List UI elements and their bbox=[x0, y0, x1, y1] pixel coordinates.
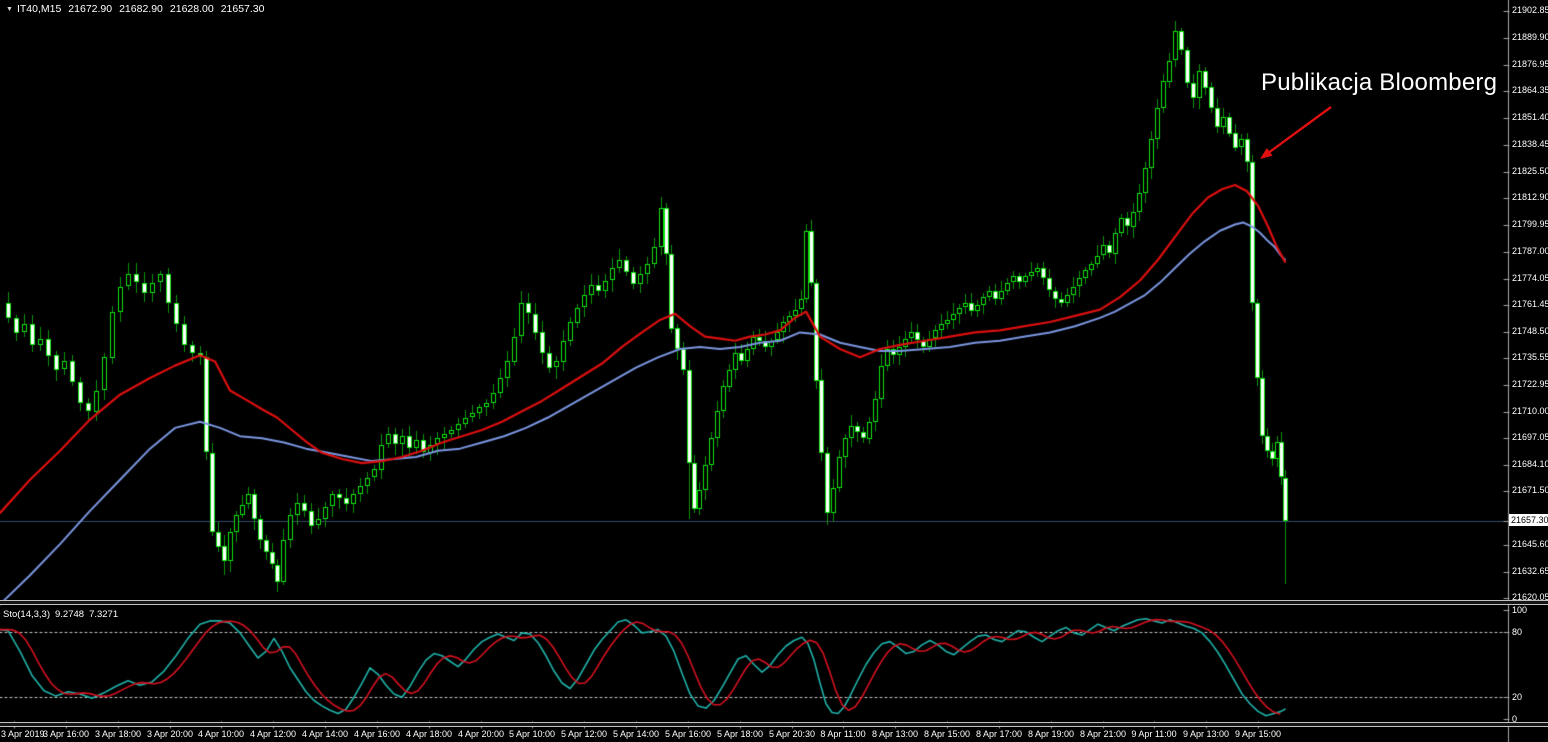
time-axis-label: 8 Apr 21:00 bbox=[1079, 729, 1127, 739]
price-axis-label: 21889.90 bbox=[1512, 32, 1548, 42]
bottom-separator bbox=[0, 722, 1548, 727]
price-axis-label: 21620.05 bbox=[1512, 592, 1548, 602]
price-axis-label: 21735.55 bbox=[1512, 352, 1548, 362]
ohlc-open-value: 21672.90 bbox=[68, 3, 113, 15]
time-axis-label: 3 Apr 20:00 bbox=[146, 729, 194, 739]
time-axis-label: 8 Apr 13:00 bbox=[871, 729, 919, 739]
time-axis-label: 9 Apr 15:00 bbox=[1234, 729, 1282, 739]
time-axis-label: 8 Apr 15:00 bbox=[923, 729, 971, 739]
time-axis-label: 9 Apr 13:00 bbox=[1182, 729, 1230, 739]
bid-price-label: 21657.30 bbox=[1509, 514, 1548, 526]
stoch-scale-label: 0 bbox=[1512, 714, 1518, 724]
time-axis-label: 5 Apr 12:00 bbox=[560, 729, 608, 739]
stoch-signal-value: 7.3271 bbox=[89, 609, 119, 620]
time-axis-label: 4 Apr 20:00 bbox=[457, 729, 505, 739]
price-axis-label: 21671.50 bbox=[1512, 485, 1548, 495]
time-axis-label: 3 Apr 18:00 bbox=[94, 729, 142, 739]
time-axis-label: 4 Apr 10:00 bbox=[197, 729, 245, 739]
time-axis-label: 5 Apr 16:00 bbox=[664, 729, 712, 739]
panel-separator[interactable] bbox=[0, 600, 1548, 605]
stoch-scale-label: 20 bbox=[1512, 692, 1523, 702]
symbol-timeframe-label: IT40,M15 bbox=[16, 3, 62, 15]
time-axis-label: 5 Apr 10:00 bbox=[508, 729, 556, 739]
price-axis-label: 21684.10 bbox=[1512, 459, 1548, 469]
time-axis-label: 8 Apr 17:00 bbox=[975, 729, 1023, 739]
price-axis-label: 21876.95 bbox=[1512, 59, 1548, 69]
time-axis-label: 4 Apr 12:00 bbox=[249, 729, 297, 739]
time-axis-label: 8 Apr 11:00 bbox=[820, 729, 866, 739]
price-axis-label: 21902.85 bbox=[1512, 5, 1548, 15]
time-axis-label: 3 Apr 2019 bbox=[1, 729, 45, 739]
stoch-name: Sto(14,3,3) bbox=[3, 609, 50, 620]
price-axis-label: 21632.65 bbox=[1512, 566, 1548, 576]
time-axis-label: 5 Apr 14:00 bbox=[612, 729, 660, 739]
time-axis-label: 4 Apr 18:00 bbox=[405, 729, 453, 739]
time-axis-label: 9 Apr 11:00 bbox=[1131, 729, 1177, 739]
stochastic-indicator-label: Sto(14,3,3) 9.2748 7.3271 bbox=[3, 609, 123, 620]
price-axis-label: 21838.45 bbox=[1512, 139, 1548, 149]
stoch-scale-label: 80 bbox=[1512, 627, 1523, 637]
price-axis-label: 21774.05 bbox=[1512, 273, 1548, 283]
time-axis-label: 4 Apr 14:00 bbox=[301, 729, 349, 739]
price-axis-label: 21710.00 bbox=[1512, 406, 1548, 416]
price-axis-label: 21851.40 bbox=[1512, 112, 1548, 122]
price-axis-label: 21722.95 bbox=[1512, 379, 1548, 389]
time-axis-label: 3 Apr 16:00 bbox=[42, 729, 90, 739]
price-axis-label: 21748.50 bbox=[1512, 326, 1548, 336]
annotation-publikacja-bloomberg: Publikacja Bloomberg bbox=[1261, 69, 1498, 96]
price-axis: 21902.85 21889.90 21876.95 21864.35 21851.40… bbox=[1512, 0, 1548, 742]
ohlc-high-value: 21682.90 bbox=[119, 3, 163, 15]
price-axis-label: 21697.05 bbox=[1512, 432, 1548, 442]
price-axis-label: 21799.95 bbox=[1512, 219, 1548, 229]
time-axis-label: 8 Apr 19:00 bbox=[1027, 729, 1075, 739]
stoch-scale-label: 100 bbox=[1512, 605, 1528, 615]
price-axis-label: 21761.45 bbox=[1512, 299, 1548, 309]
price-axis-label: 21812.90 bbox=[1512, 192, 1548, 202]
price-axis-label: 21645.60 bbox=[1512, 539, 1548, 549]
time-axis-label: 4 Apr 16:00 bbox=[353, 729, 401, 739]
ohlc-close-value: 21657.30 bbox=[220, 3, 265, 15]
stoch-main-value: 9.2748 bbox=[55, 609, 85, 620]
chart-ohlc-header: ▼ IT40,M15 21672.90 21682.90 21628.00 21657.3… bbox=[6, 3, 271, 15]
time-axis-label: 5 Apr 20:30 bbox=[768, 729, 816, 739]
stoch-scale: 100 80 20 0 bbox=[1512, 0, 1548, 742]
symbol-dropdown-icon: ▼ bbox=[6, 6, 13, 13]
ohlc-low-value: 21628.00 bbox=[169, 3, 214, 15]
price-axis-label: 21825.50 bbox=[1512, 166, 1548, 176]
time-axis-label: 5 Apr 18:00 bbox=[716, 729, 764, 739]
price-axis-label: 21864.35 bbox=[1512, 85, 1548, 95]
price-axis-label: 21787.00 bbox=[1512, 246, 1548, 256]
